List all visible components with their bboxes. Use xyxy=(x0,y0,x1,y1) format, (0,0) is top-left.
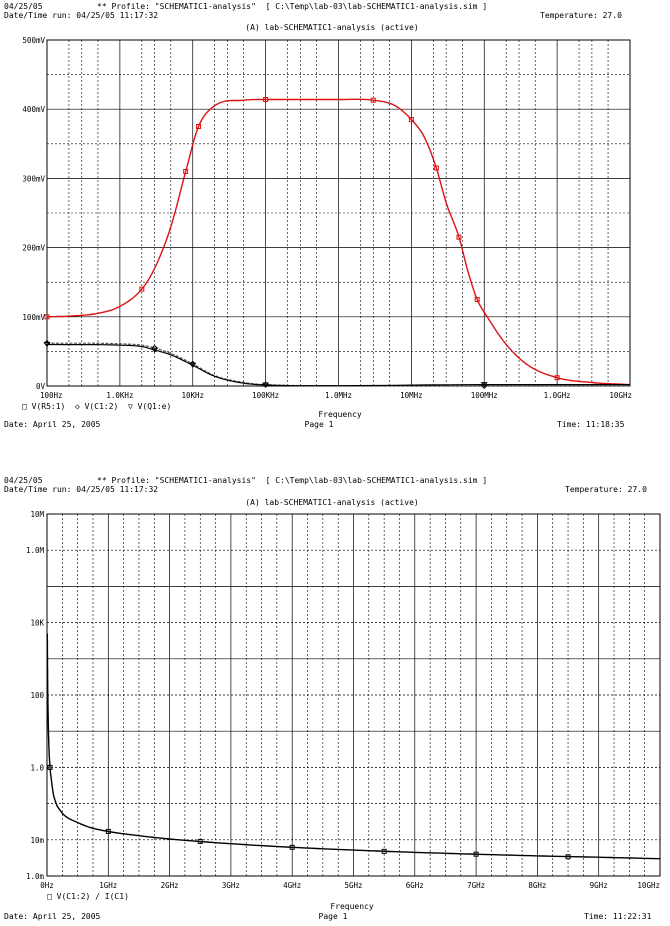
x-tick-label: 6GHz xyxy=(406,881,424,890)
x-tick-label: 100MHz xyxy=(471,391,498,400)
series-marker xyxy=(262,382,270,388)
series-marker xyxy=(189,362,197,369)
footer-date: Date: April 25, 2005 xyxy=(4,420,101,429)
series-marker xyxy=(473,851,479,857)
grid xyxy=(47,514,660,877)
series-marker xyxy=(480,382,488,388)
header-date: 04/25/05 xyxy=(4,2,43,11)
series-marker xyxy=(565,854,571,860)
series-marker xyxy=(554,375,560,381)
header-temperature: Temperature: 27.0 xyxy=(540,11,622,20)
y-tick-label: 1.0M xyxy=(26,546,45,555)
series-marker xyxy=(433,165,439,171)
series-line xyxy=(46,633,661,860)
series-3 xyxy=(43,341,630,388)
grid xyxy=(47,40,630,386)
y-tick-label: 100mV xyxy=(22,313,45,322)
footer-page: Page 1 xyxy=(304,420,334,429)
y-tick-label: 500mV xyxy=(22,36,45,45)
x-tick-label: 0Hz xyxy=(40,881,54,890)
y-tick-label: 10K xyxy=(30,619,44,628)
series-marker xyxy=(105,828,111,834)
x-tick-label: 2GHz xyxy=(161,881,179,890)
x-tick-label: 1.0KHz xyxy=(106,391,133,400)
header-profile: ** Profile: "SCHEMATIC1-analysis" [ C:\T… xyxy=(97,476,488,485)
series-line xyxy=(47,343,630,387)
y-tick-label: 100 xyxy=(30,691,44,700)
y-tick-label: 400mV xyxy=(22,105,45,114)
header-date: 04/25/05 xyxy=(4,476,43,485)
series-marker xyxy=(456,234,462,240)
x-tick-label: 7GHz xyxy=(467,881,485,890)
legend: □ V(R5:1) ◇ V(C1:2) ▽ V(Q1:e) xyxy=(22,402,172,411)
series-marker xyxy=(289,844,295,850)
x-axis-title: Frequency xyxy=(330,902,374,911)
footer-page: Page 1 xyxy=(318,912,348,921)
x-tick-label: 4GHz xyxy=(283,881,301,890)
header-temperature: Temperature: 27.0 xyxy=(565,485,647,494)
footer-time: Time: 11:22:31 xyxy=(584,912,652,921)
x-tick-label: 10KHz xyxy=(181,391,204,400)
plot-frame xyxy=(46,513,661,877)
series-marker xyxy=(263,97,269,103)
y-tick-label: 10M xyxy=(30,510,44,519)
y-tick-label: 0V xyxy=(36,382,46,391)
series-line xyxy=(46,342,630,387)
x-tick-label: 10GHz xyxy=(609,391,632,400)
header-run: Date/Time run: 04/25/05 11:17:32 xyxy=(4,11,159,20)
x-tick-label: 10MHz xyxy=(400,391,423,400)
series-marker xyxy=(474,297,480,302)
series-marker xyxy=(197,838,203,844)
x-tick-label: 8GHz xyxy=(528,881,546,890)
x-tick-label: 100Hz xyxy=(40,391,63,400)
x-axis-title: Frequency xyxy=(318,410,362,419)
header-run: Date/Time run: 04/25/05 11:17:32 xyxy=(4,485,159,494)
y-tick-label: 200mV xyxy=(22,244,45,253)
x-tick-label: 1.0GHz xyxy=(544,391,571,400)
series-marker xyxy=(370,97,376,103)
legend: □ V(C1:2) / I(C1) xyxy=(47,892,129,901)
series-line xyxy=(46,98,631,386)
y-tick-label: 300mV xyxy=(22,174,45,183)
series-1 xyxy=(46,633,661,860)
series-marker xyxy=(47,764,53,770)
series-marker xyxy=(43,341,51,348)
section-title: (A) lab-SCHEMATIC1-analysis (active) xyxy=(245,23,419,32)
series-marker xyxy=(381,848,387,854)
x-tick-label: 100KHz xyxy=(252,391,279,400)
series-marker xyxy=(139,286,145,292)
header-profile: ** Profile: "SCHEMATIC1-analysis" [ C:\T… xyxy=(97,2,488,11)
y-tick-label: 1.0 xyxy=(30,763,44,772)
series-marker xyxy=(151,347,159,353)
y-tick-label: 1.0m xyxy=(26,872,45,881)
series-marker xyxy=(183,168,189,174)
section-title: (A) lab-SCHEMATIC1-analysis (active) xyxy=(245,498,419,507)
footer-time: Time: 11:18:35 xyxy=(557,420,625,429)
series-1 xyxy=(44,97,631,386)
footer-date: Date: April 25, 2005 xyxy=(4,912,101,921)
x-tick-label: 1.0MHz xyxy=(325,391,352,400)
series-marker xyxy=(196,124,202,129)
series-marker xyxy=(44,314,50,320)
x-tick-label: 3GHz xyxy=(222,881,240,890)
x-tick-label: 9GHz xyxy=(590,881,608,890)
x-tick-label: 1GHz xyxy=(99,881,117,890)
y-tick-label: 10m xyxy=(30,836,44,845)
x-tick-label: 10GHz xyxy=(637,881,660,890)
series-marker xyxy=(408,117,414,123)
x-tick-label: 5GHz xyxy=(344,881,362,890)
